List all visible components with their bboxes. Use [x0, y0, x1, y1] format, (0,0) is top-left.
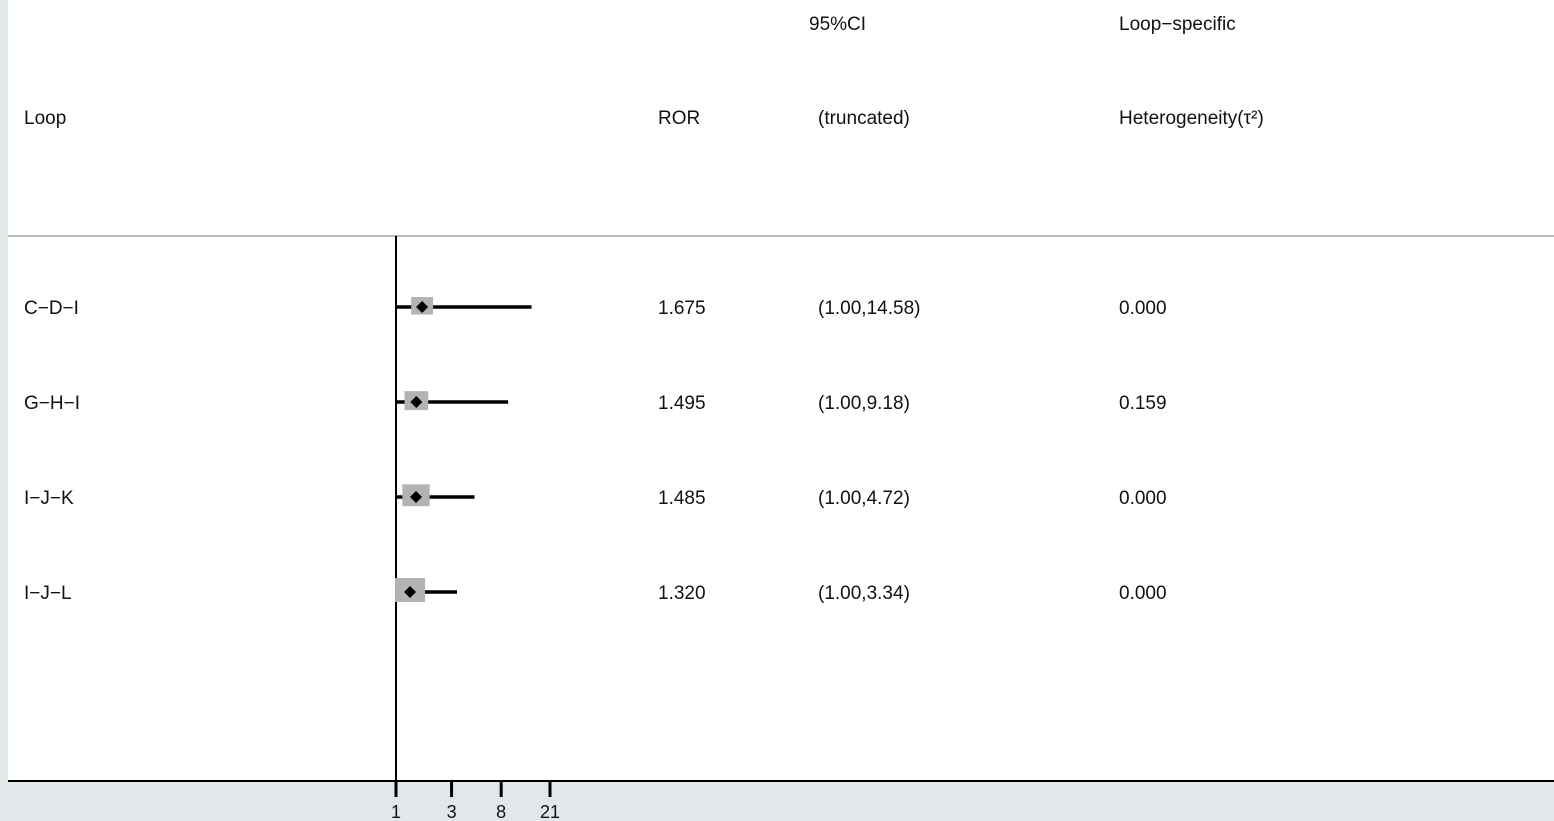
- row-ci-value: (1.00,3.34): [818, 583, 910, 604]
- point-estimate-marker: [416, 301, 429, 313]
- row-loop-label: C−D−I: [24, 298, 79, 319]
- forest-row-4: I−J−L 1.320 (1.00,3.34) 0.000: [24, 578, 1167, 604]
- row-ror-value: 1.485: [658, 488, 706, 509]
- ci-header-line2: (truncated): [818, 108, 910, 129]
- row-ror-value: 1.675: [658, 298, 706, 319]
- row-loop-label: G−H−I: [24, 393, 80, 414]
- heterogeneity-header-line1: Loop−specific: [1119, 14, 1236, 35]
- row-ror-value: 1.495: [658, 393, 706, 414]
- ci-header-line1: 95%CI: [809, 14, 866, 35]
- ror-header: ROR: [658, 108, 700, 129]
- forest-row-2: G−H−I 1.495 (1.00,9.18) 0.159: [24, 391, 1167, 414]
- loop-header: Loop: [24, 108, 66, 129]
- row-ci-value: (1.00,4.72): [818, 488, 910, 509]
- forest-row-3: I−J−K 1.485 (1.00,4.72) 0.000: [24, 484, 1167, 509]
- x-tick-label: 21: [540, 802, 560, 821]
- plot-panel: [8, 0, 1554, 781]
- heterogeneity-header-line2: Heterogeneity(τ²): [1119, 108, 1264, 129]
- row-loop-label: I−J−K: [24, 488, 74, 509]
- row-loop-label: I−J−L: [24, 583, 72, 604]
- x-tick-label: 3: [447, 802, 457, 821]
- x-tick-label: 8: [496, 802, 506, 821]
- row-heterogeneity-value: 0.000: [1119, 583, 1167, 604]
- point-estimate-marker: [404, 586, 417, 598]
- forest-row-1: C−D−I 1.675 (1.00,14.58) 0.000: [24, 297, 1167, 319]
- row-heterogeneity-value: 0.159: [1119, 393, 1167, 414]
- row-heterogeneity-value: 0.000: [1119, 488, 1167, 509]
- row-ror-value: 1.320: [658, 583, 706, 604]
- row-ci-value: (1.00,14.58): [818, 298, 920, 319]
- point-estimate-marker: [410, 491, 423, 503]
- row-ci-value: (1.00,9.18): [818, 393, 910, 414]
- row-heterogeneity-value: 0.000: [1119, 298, 1167, 319]
- point-estimate-marker: [410, 396, 423, 408]
- x-tick-label: 1: [391, 802, 401, 821]
